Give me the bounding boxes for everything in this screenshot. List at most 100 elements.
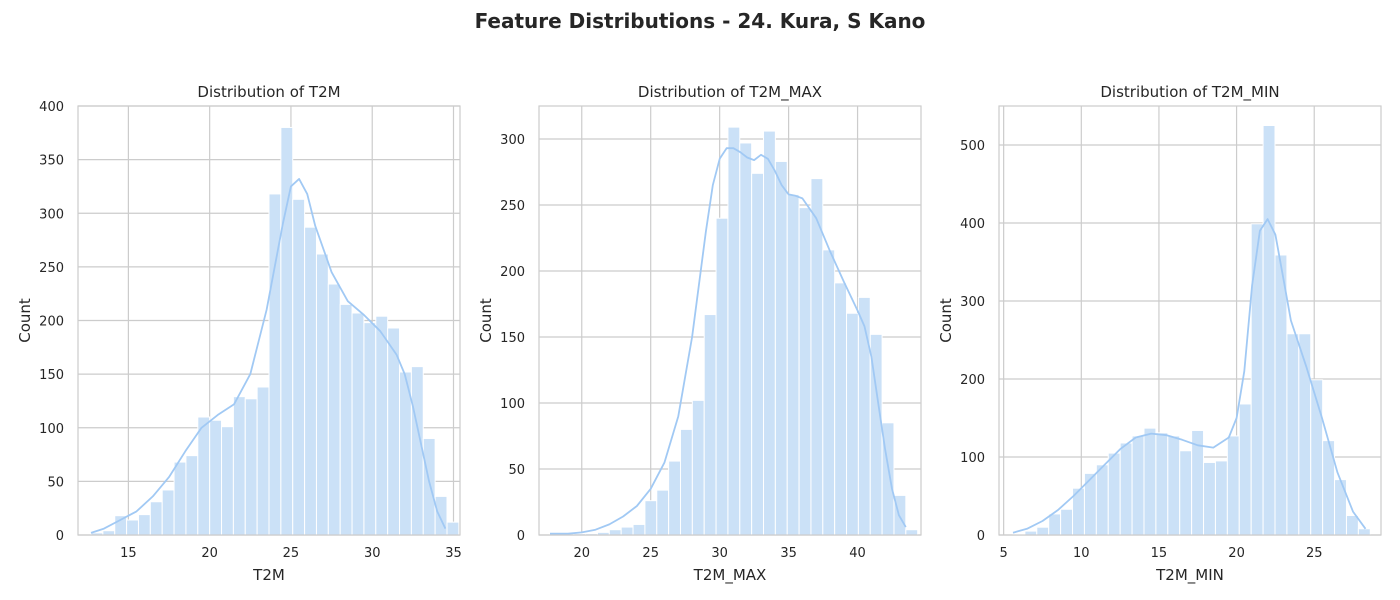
histogram-bar [715, 217, 729, 536]
x-tick-label: 40 [849, 546, 866, 561]
histogram-bar [834, 282, 848, 536]
histogram-bar [446, 521, 460, 536]
x-tick-label: 25 [283, 546, 300, 561]
x-axis-label: T2M_MAX [693, 566, 767, 585]
x-tick-label: 35 [445, 546, 462, 561]
histogram-bar [1357, 528, 1371, 536]
histogram-bar [315, 253, 329, 536]
histogram-bar [221, 426, 234, 536]
histogram-bar [434, 495, 448, 536]
x-tick-label: 25 [1306, 546, 1323, 561]
histogram-bar [292, 198, 306, 536]
histogram-bar [375, 315, 389, 536]
subplot-title: Distribution of T2M_MIN [1100, 83, 1279, 102]
x-axis-label: T2M_MIN [1155, 566, 1224, 585]
x-tick-label: 30 [711, 546, 728, 561]
y-tick-label: 200 [960, 373, 985, 388]
histogram-bar [691, 399, 705, 536]
y-tick-label: 350 [39, 154, 64, 169]
kde-line [550, 147, 907, 535]
histogram-bar [149, 501, 163, 536]
kde-line [1012, 218, 1367, 534]
y-tick-label: 150 [39, 368, 64, 383]
axes-frame [77, 105, 461, 536]
histogram-bar [232, 396, 246, 536]
histogram-bar [185, 455, 199, 536]
histogram-bar [161, 489, 175, 536]
histogram-bar [1036, 526, 1050, 536]
y-tick-label: 200 [500, 265, 525, 280]
histogram-bar [620, 526, 634, 536]
x-tick-label: 20 [573, 546, 590, 561]
x-tick-label: 10 [1073, 546, 1090, 561]
histogram-bar [1048, 513, 1062, 536]
axes-frame [538, 105, 922, 536]
y-tick-label: 300 [500, 133, 525, 148]
y-tick-label: 300 [39, 207, 64, 222]
histogram-bar [1167, 435, 1181, 536]
histogram-bar [1179, 450, 1193, 536]
y-axis-label: Count [937, 298, 955, 343]
histogram-bar [1107, 452, 1121, 536]
y-axis-label: Count [477, 298, 495, 343]
histogram-bar [905, 529, 919, 536]
y-tick-label: 0 [517, 529, 525, 544]
histogram-bar [822, 249, 836, 536]
x-axis-label: T2M [252, 566, 285, 584]
histogram-bar [102, 530, 116, 536]
y-tick-label: 0 [977, 529, 985, 544]
histogram-bar [703, 314, 717, 536]
histogram-bar [857, 296, 871, 536]
x-tick-label: 30 [364, 546, 381, 561]
histogram-bar [846, 312, 859, 536]
histogram-bar [1214, 460, 1228, 536]
y-tick-label: 100 [500, 397, 525, 412]
x-tick-label: 5 [1000, 546, 1008, 561]
histogram-bar [1286, 333, 1300, 536]
y-tick-label: 400 [960, 217, 985, 232]
axes-frame [998, 105, 1382, 536]
histogram-bar [1095, 464, 1109, 536]
histogram-bar [608, 529, 622, 536]
histogram-bar [751, 172, 765, 536]
y-tick-label: 100 [960, 451, 985, 466]
histogram-bar [1119, 442, 1133, 536]
histogram-bar [774, 160, 788, 536]
histogram-bar [173, 461, 187, 536]
y-axis-label: Count [16, 298, 34, 343]
histogram-bar [656, 489, 670, 536]
x-tick-label: 15 [120, 546, 137, 561]
y-tick-label: 500 [960, 139, 985, 154]
histogram-bar [126, 519, 139, 536]
histogram-bar [304, 226, 317, 536]
histogram-bar [422, 437, 436, 536]
subplot-1: 0 50 100 150 200 250 300 350 400 15 20 25 30 35 Distri… [16, 83, 462, 584]
subplot-3: 0 100 200 300 400 500 5 10 15 20 25 Distribution of… [937, 83, 1382, 585]
histogram-bar [197, 416, 211, 536]
histogram-bar [644, 500, 658, 536]
x-tick-label: 20 [201, 546, 218, 561]
kde-line [90, 178, 447, 534]
histogram-bar [1250, 223, 1264, 536]
histogram-bar [727, 126, 741, 536]
histogram-bar [209, 419, 223, 536]
histogram-bar [339, 303, 353, 536]
y-tick-label: 300 [960, 295, 985, 310]
x-tick-label: 35 [780, 546, 797, 561]
histogram-bar [786, 193, 800, 536]
histogram-bar [1334, 479, 1347, 536]
y-tick-label: 0 [56, 529, 64, 544]
histogram-bar [351, 312, 365, 536]
histogram-bar [327, 283, 341, 536]
y-tick-label: 150 [500, 331, 525, 346]
subplot-2: 0 50 100 150 200 250 300 20 25 30 35 40 Distribution… [477, 83, 922, 585]
histogram-bar [1345, 515, 1359, 536]
histogram-bar [1155, 432, 1169, 536]
x-tick-label: 15 [1151, 546, 1168, 561]
histogram-bar [1226, 435, 1240, 536]
histogram-bar [1143, 427, 1157, 536]
histogram-bar [763, 130, 776, 536]
histogram-bar [363, 322, 377, 536]
histogram-bar [244, 398, 258, 536]
